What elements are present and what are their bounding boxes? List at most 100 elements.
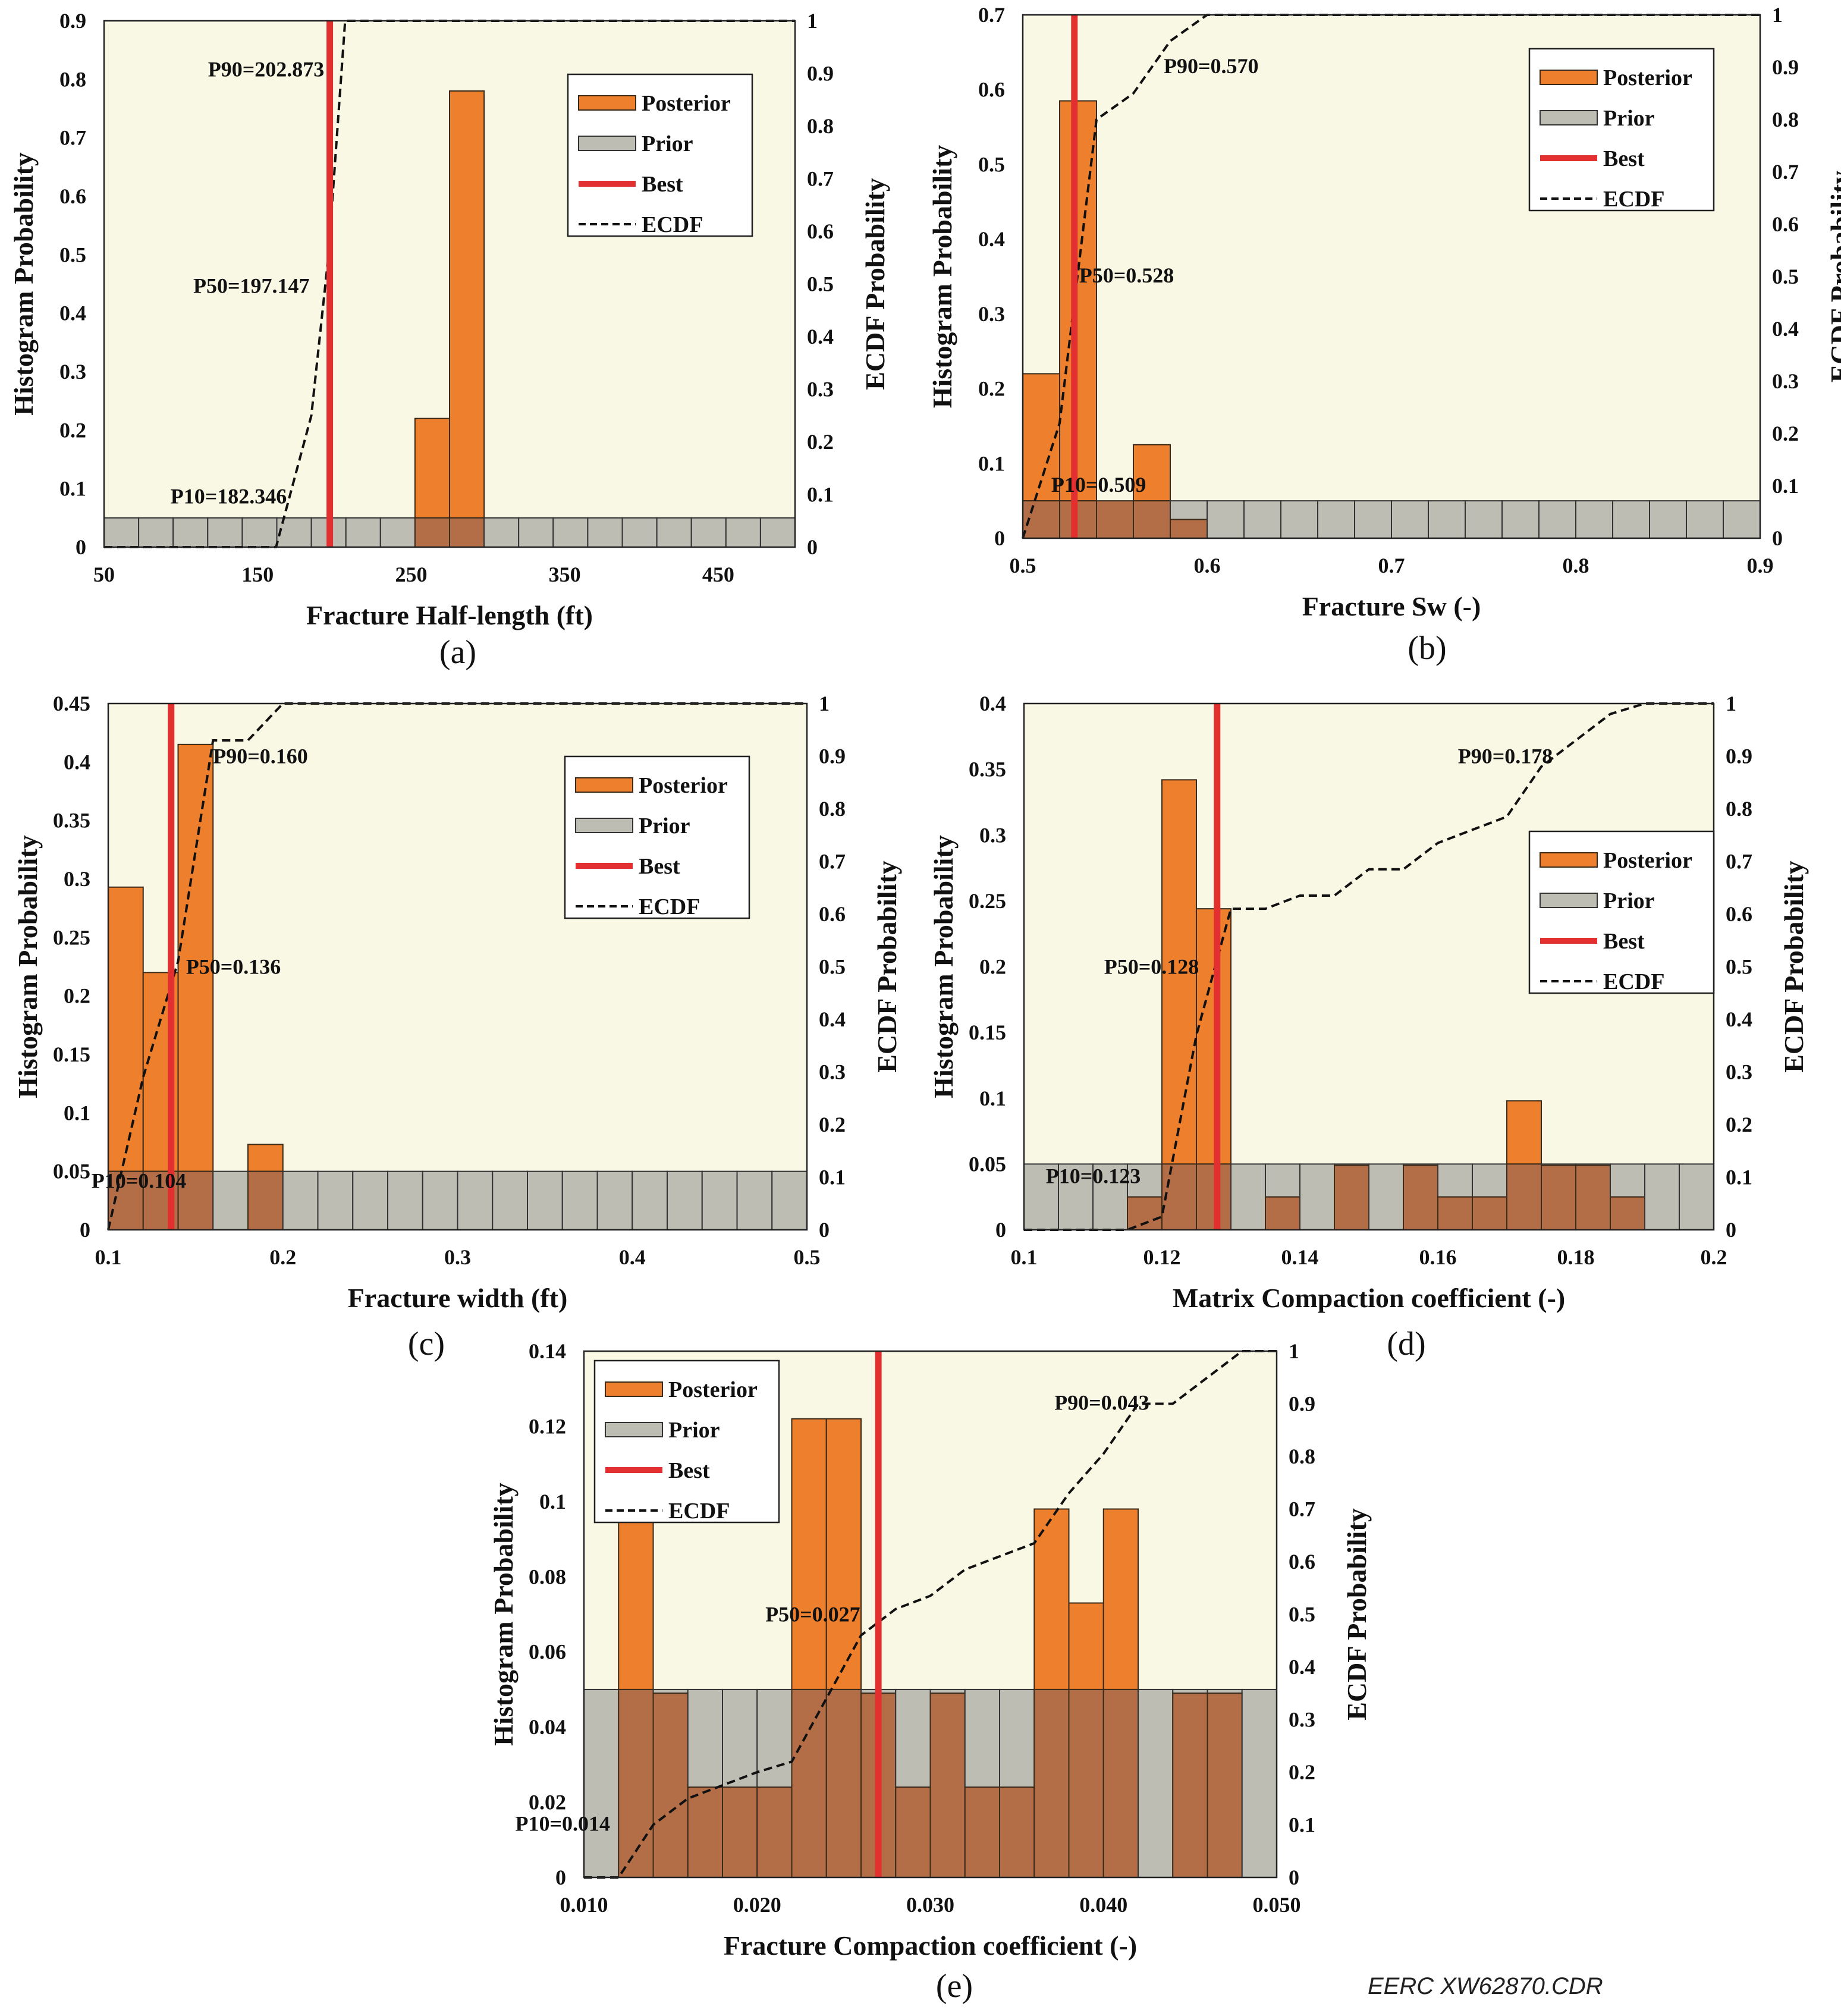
plot-frame [103, 20, 796, 548]
prior-bar [1472, 1163, 1507, 1198]
percentile-label: P10=0.014 [516, 1812, 611, 1836]
prior-bar [1465, 500, 1503, 539]
y2-tick-label: 0.9 [819, 745, 846, 768]
prior-bar [632, 1170, 668, 1230]
overlap-bar [825, 1688, 862, 1878]
posterior-bar [414, 417, 451, 519]
y-tick-label: 0.1 [978, 451, 1005, 475]
prior-bar [483, 517, 520, 548]
overlap-bar [756, 1786, 793, 1878]
prior-bar [701, 1170, 738, 1230]
y2-tick-label: 1 [819, 692, 830, 715]
posterior-bar [791, 1418, 827, 1690]
x-axis-label: Fracture Half-length (ft) [306, 600, 593, 630]
legend-ecdf: ECDF [668, 1499, 730, 1524]
prior-bar [964, 1688, 1000, 1788]
prior-bar [172, 517, 209, 548]
prior-bar [352, 1170, 388, 1230]
y-tick-label: 0.06 [529, 1640, 566, 1664]
x-tick-label: 450 [702, 563, 734, 586]
y-tick-label: 0 [555, 1866, 566, 1889]
y-tick-label: 0.08 [529, 1565, 566, 1588]
overlap-bar [1033, 1688, 1070, 1878]
y-tick-label: 0.05 [969, 1152, 1006, 1176]
y2-tick-label: 0.7 [1772, 160, 1799, 184]
y2-tick-label: 0.4 [1772, 317, 1799, 341]
y2-tick-label: 0.2 [1289, 1760, 1315, 1784]
legend-swatch-posterior [578, 95, 636, 111]
x-tick-label: 0.040 [1079, 1893, 1127, 1917]
x-tick-label: 0.010 [560, 1893, 608, 1917]
x-tick-label: 0.14 [1281, 1245, 1319, 1269]
prior-bar [1501, 500, 1540, 539]
y-tick-label: 0.2 [978, 377, 1005, 401]
y2-tick-label: 0.7 [1289, 1497, 1315, 1521]
legend-prior: Prior [639, 814, 690, 839]
prior-bar [1230, 1163, 1266, 1230]
x-tick-label: 0.9 [1747, 554, 1774, 577]
legend-ecdf: ECDF [639, 894, 700, 919]
prior-bar [1092, 1163, 1128, 1230]
prior-bar [345, 517, 381, 548]
legend: Posterior Prior Best ECDF [1528, 48, 1715, 212]
percentile-label: P90=202.873 [208, 58, 325, 81]
percentile-label: P10=182.346 [171, 485, 287, 508]
prior-bar [596, 1170, 633, 1230]
legend-best: Best [639, 854, 680, 879]
y-tick-label: 0.12 [529, 1414, 566, 1438]
prior-bar [282, 1170, 319, 1230]
y-tick-label: 0.25 [53, 925, 90, 949]
y-tick-label: 0.3 [64, 867, 90, 891]
x-tick-label: 0.050 [1253, 1893, 1301, 1917]
y-tick-label: 0.2 [59, 418, 86, 442]
y2-tick-label: 1 [1289, 1339, 1299, 1363]
prior-bar [722, 1688, 758, 1788]
overlap-bar [791, 1688, 827, 1878]
posterior-bar [177, 743, 214, 1172]
prior-bar [1723, 500, 1761, 539]
chart-panel-c: 00.050.10.150.20.250.30.350.40.4500.10.2… [12, 692, 902, 1362]
y2-axis-label: ECDF Probability [860, 178, 890, 390]
y-tick-label: 0 [76, 535, 86, 559]
x-axis-label: Fracture Compaction coefficient (-) [724, 1930, 1137, 1961]
prior-bar [1207, 500, 1245, 539]
y-tick-label: 0.5 [59, 243, 86, 266]
y-tick-label: 0.1 [539, 1490, 566, 1513]
y-tick-label: 0.2 [64, 984, 90, 1008]
y-tick-label: 0.1 [64, 1101, 90, 1125]
prior-bar [1644, 1163, 1680, 1230]
y-tick-label: 0.4 [64, 750, 90, 774]
legend-posterior: Posterior [1603, 848, 1692, 873]
y2-tick-label: 0.5 [807, 272, 834, 296]
panel-caption: (d) [1387, 1326, 1425, 1362]
y2-tick-label: 0.6 [807, 219, 834, 243]
y2-tick-label: 0.3 [1726, 1060, 1752, 1084]
percentile-label: P50=197.147 [193, 274, 310, 298]
overlap-bar [1403, 1164, 1438, 1231]
prior-bar [771, 1170, 808, 1230]
y2-tick-label: 0.8 [1726, 797, 1752, 821]
legend-prior: Prior [1603, 106, 1655, 131]
x-tick-label: 350 [549, 563, 581, 586]
legend-posterior: Posterior [639, 773, 728, 798]
y2-tick-label: 1 [807, 9, 818, 33]
y2-tick-label: 0.9 [1772, 55, 1799, 79]
y-tick-label: 0.14 [529, 1339, 566, 1363]
y2-tick-label: 0.6 [1726, 902, 1752, 926]
y2-tick-label: 0.2 [1772, 422, 1799, 445]
y-tick-label: 0.3 [59, 360, 86, 384]
y-tick-label: 0.02 [529, 1791, 566, 1814]
y2-tick-label: 0.8 [1289, 1445, 1315, 1468]
y-tick-label: 0.45 [53, 692, 90, 715]
x-axis-label: Matrix Compaction coefficient (-) [1173, 1283, 1565, 1313]
y2-tick-label: 1 [1726, 692, 1736, 715]
overlap-bar [247, 1170, 284, 1230]
overlap-bar [1127, 1196, 1163, 1230]
posterior-bar [1161, 779, 1197, 1165]
x-tick-label: 0.1 [95, 1245, 122, 1269]
overlap-bar [895, 1786, 931, 1878]
prior-bar [387, 1170, 423, 1230]
percentile-label: P50=0.136 [186, 955, 281, 979]
overlap-bar [1207, 1692, 1243, 1878]
legend-best: Best [1603, 146, 1645, 171]
